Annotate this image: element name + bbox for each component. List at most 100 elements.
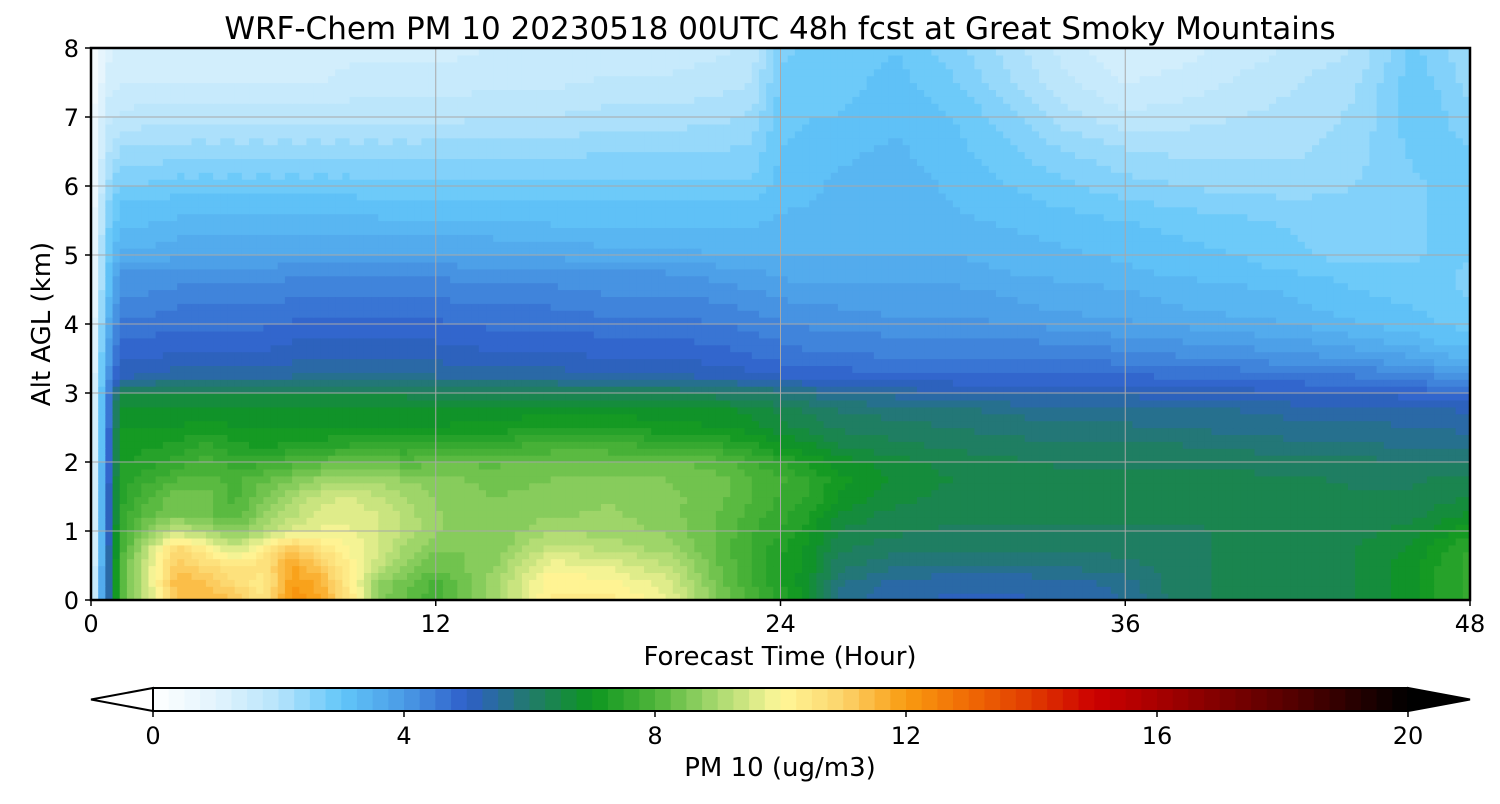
- heatmap-cell: [1319, 593, 1327, 600]
- heatmap-cell: [1355, 510, 1363, 518]
- heatmap-cell: [1010, 496, 1019, 504]
- heatmap-cell: [845, 510, 853, 518]
- heatmap-cell: [622, 441, 631, 449]
- heatmap-cell: [435, 503, 444, 511]
- heatmap-cell: [320, 455, 329, 463]
- heatmap-cell: [270, 517, 279, 525]
- heatmap-cell: [428, 579, 437, 587]
- heatmap-cell: [701, 586, 710, 594]
- heatmap-cell: [241, 448, 250, 456]
- heatmap-cell: [636, 468, 645, 477]
- heatmap-cell: [1031, 510, 1040, 518]
- heatmap-cell: [679, 593, 688, 600]
- heatmap-cell: [1333, 434, 1342, 442]
- heatmap-cell: [191, 427, 200, 435]
- heatmap-cell: [1168, 427, 1177, 435]
- heatmap-cell: [392, 565, 401, 573]
- heatmap-cell: [995, 434, 1004, 442]
- heatmap-cell: [981, 496, 990, 504]
- heatmap-cell: [191, 455, 200, 463]
- heatmap-cell: [931, 586, 940, 594]
- heatmap-cell: [277, 593, 286, 600]
- heatmap-cell: [794, 468, 803, 477]
- heatmap-cell: [1412, 537, 1421, 546]
- heatmap-cell: [378, 572, 387, 580]
- heatmap-cell: [170, 510, 178, 518]
- heatmap-cell: [162, 558, 171, 567]
- heatmap-cell: [665, 537, 674, 546]
- heatmap-cell: [1304, 524, 1313, 532]
- heatmap-cell: [227, 441, 236, 449]
- heatmap-cell: [1326, 448, 1335, 456]
- heatmap-cell: [514, 586, 523, 594]
- heatmap-cell: [916, 586, 925, 594]
- heatmap-cell: [845, 434, 853, 442]
- heatmap-cell: [184, 586, 193, 594]
- heatmap-cell: [414, 441, 422, 449]
- heatmap-cell: [378, 427, 387, 435]
- heatmap-cell: [277, 565, 286, 573]
- heatmap-cell: [802, 586, 810, 594]
- heatmap-cell: [622, 489, 631, 498]
- heatmap-cell: [464, 496, 473, 504]
- heatmap-cell: [1376, 441, 1385, 449]
- heatmap-cell: [1290, 537, 1299, 546]
- heatmap-cell: [960, 503, 968, 511]
- heatmap-cell: [1304, 531, 1313, 539]
- heatmap-cell: [1455, 475, 1464, 484]
- heatmap-cell: [730, 565, 738, 573]
- heatmap-cell: [471, 496, 480, 504]
- heatmap-cell: [873, 524, 882, 532]
- heatmap-cell: [1153, 455, 1162, 463]
- heatmap-cell: [1053, 448, 1062, 456]
- heatmap-cell: [478, 462, 487, 470]
- heatmap-cell: [845, 496, 853, 504]
- heatmap-cell: [1010, 489, 1019, 498]
- heatmap-cell: [1412, 448, 1421, 456]
- heatmap-cell: [450, 496, 458, 504]
- heatmap-cell: [184, 524, 193, 532]
- heatmap-cell: [1268, 531, 1277, 539]
- heatmap-cell: [98, 537, 106, 546]
- heatmap-cell: [952, 517, 961, 525]
- heatmap-cell: [651, 503, 659, 511]
- heatmap-cell: [730, 462, 738, 470]
- heatmap-cell: [428, 551, 437, 560]
- heatmap-cell: [148, 503, 157, 511]
- heatmap-cell: [471, 420, 480, 429]
- heatmap-cell: [1376, 579, 1385, 587]
- heatmap-cell: [1189, 482, 1198, 491]
- heatmap-cell: [414, 482, 422, 491]
- heatmap-cell: [1240, 468, 1248, 477]
- heatmap-cell: [1132, 489, 1141, 498]
- heatmap-cell: [636, 496, 645, 504]
- heatmap-cell: [981, 524, 990, 532]
- heatmap-cell: [363, 510, 372, 518]
- heatmap-cell: [586, 558, 595, 567]
- heatmap-cell: [1118, 551, 1126, 560]
- heatmap-cell: [1347, 544, 1356, 553]
- heatmap-cell: [881, 558, 889, 567]
- heatmap-cell: [1261, 586, 1270, 594]
- heatmap-cell: [565, 531, 573, 539]
- heatmap-cell: [134, 489, 142, 498]
- heatmap-cell: [629, 475, 638, 484]
- heatmap-cell: [615, 448, 624, 456]
- heatmap-cell: [837, 462, 846, 470]
- heatmap-cell: [859, 427, 868, 435]
- heatmap-cell: [241, 572, 250, 580]
- heatmap-cell: [622, 517, 631, 525]
- heatmap-cell: [1003, 565, 1011, 573]
- heatmap-cell: [679, 579, 688, 587]
- heatmap-cell: [708, 551, 717, 560]
- heatmap-cell: [328, 455, 336, 463]
- heatmap-cell: [1419, 462, 1428, 470]
- heatmap-cell: [1197, 517, 1205, 525]
- heatmap-cell: [995, 593, 1004, 600]
- heatmap-cell: [277, 427, 286, 435]
- heatmap-cell: [715, 496, 724, 504]
- heatmap-cell: [1074, 579, 1083, 587]
- heatmap-cell: [428, 496, 437, 504]
- heatmap-cell: [694, 496, 703, 504]
- heatmap-cell: [1448, 551, 1457, 560]
